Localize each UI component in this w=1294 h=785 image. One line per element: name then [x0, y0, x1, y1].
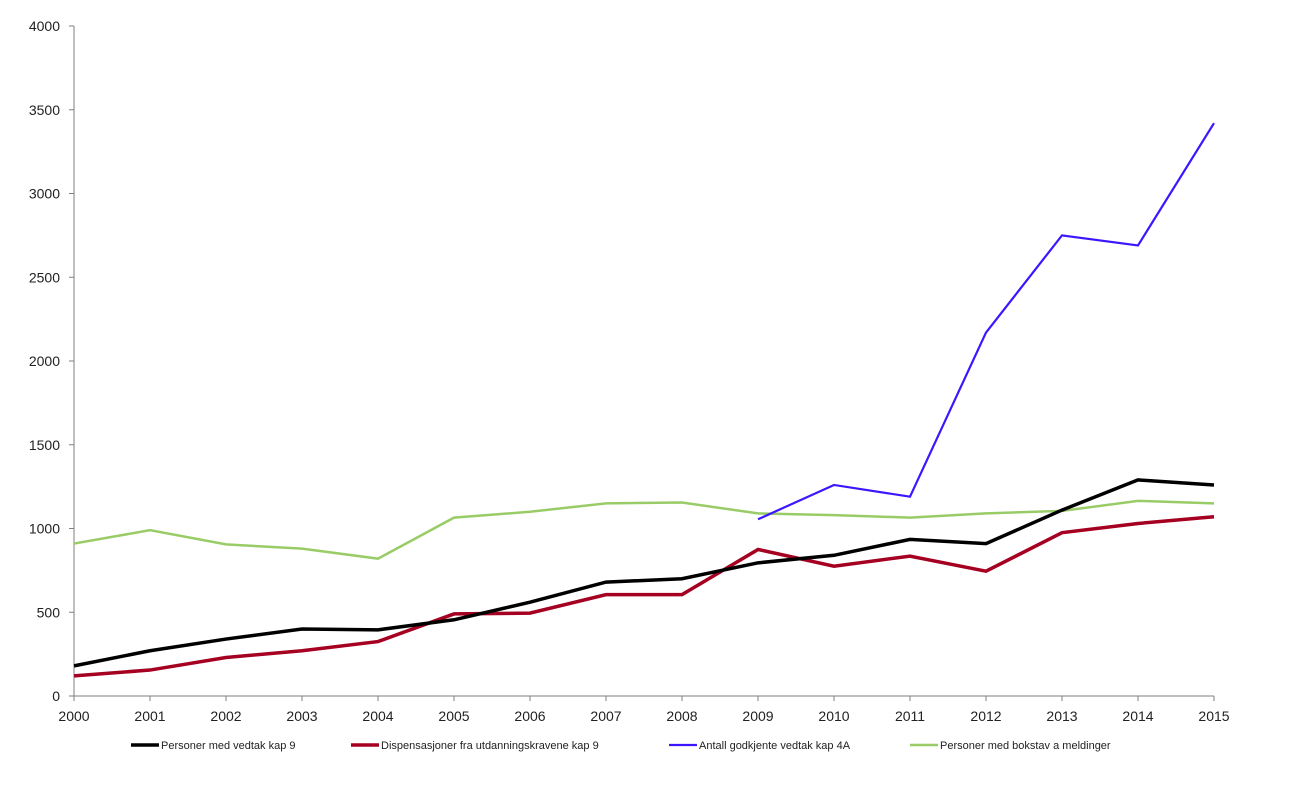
- y-tick-label: 4000: [29, 18, 60, 34]
- x-tick-label: 2008: [666, 708, 697, 724]
- x-tick-label: 2004: [362, 708, 393, 724]
- axes: 0 500 1000 1500 2000 2500 3000 3500 4000 2000 2001…: [29, 18, 1230, 724]
- y-tick-label: 1000: [29, 521, 60, 537]
- y-tick-label: 2500: [29, 269, 60, 285]
- series-line-1: [73, 478, 1215, 668]
- legend-label: Dispensasjoner fra utdanningskravene kap…: [381, 740, 599, 752]
- x-tick-label: 2014: [1122, 708, 1153, 724]
- x-tick-label: 2003: [286, 708, 317, 724]
- x-tick-label: 2002: [210, 708, 241, 724]
- x-tick-label: 2010: [818, 708, 849, 724]
- x-tick-label: 2011: [895, 708, 925, 724]
- y-tick-label: 1500: [29, 437, 60, 453]
- y-tick-label: 3500: [29, 102, 60, 118]
- series-line-3: [757, 122, 1215, 521]
- x-tick-label: 2015: [1198, 708, 1229, 724]
- x-tick-label: 2007: [590, 708, 621, 724]
- legend: Personer med vedtak kap 9 Dispensasjoner …: [131, 740, 1111, 752]
- legend-label: Personer med vedtak kap 9: [161, 740, 296, 752]
- x-tick-label: 2009: [742, 708, 773, 724]
- y-tick-label: 2000: [29, 353, 60, 369]
- series-line-2: [73, 515, 1215, 678]
- series-layer: [73, 122, 1215, 678]
- series-line-4: [73, 499, 1215, 560]
- y-tick-label: 0: [52, 688, 60, 704]
- x-tick-label: 2000: [58, 708, 89, 724]
- x-tick-label: 2013: [1046, 708, 1077, 724]
- x-tick-label: 2005: [438, 708, 469, 724]
- legend-label: Personer med bokstav a meldinger: [940, 740, 1111, 752]
- x-tick-label: 2001: [134, 708, 165, 724]
- x-tick-label: 2006: [514, 708, 545, 724]
- y-tick-label: 500: [37, 604, 61, 620]
- legend-label: Antall godkjente vedtak kap 4A: [699, 740, 851, 752]
- x-tick-label: 2012: [970, 708, 1001, 724]
- y-tick-label: 3000: [29, 186, 60, 202]
